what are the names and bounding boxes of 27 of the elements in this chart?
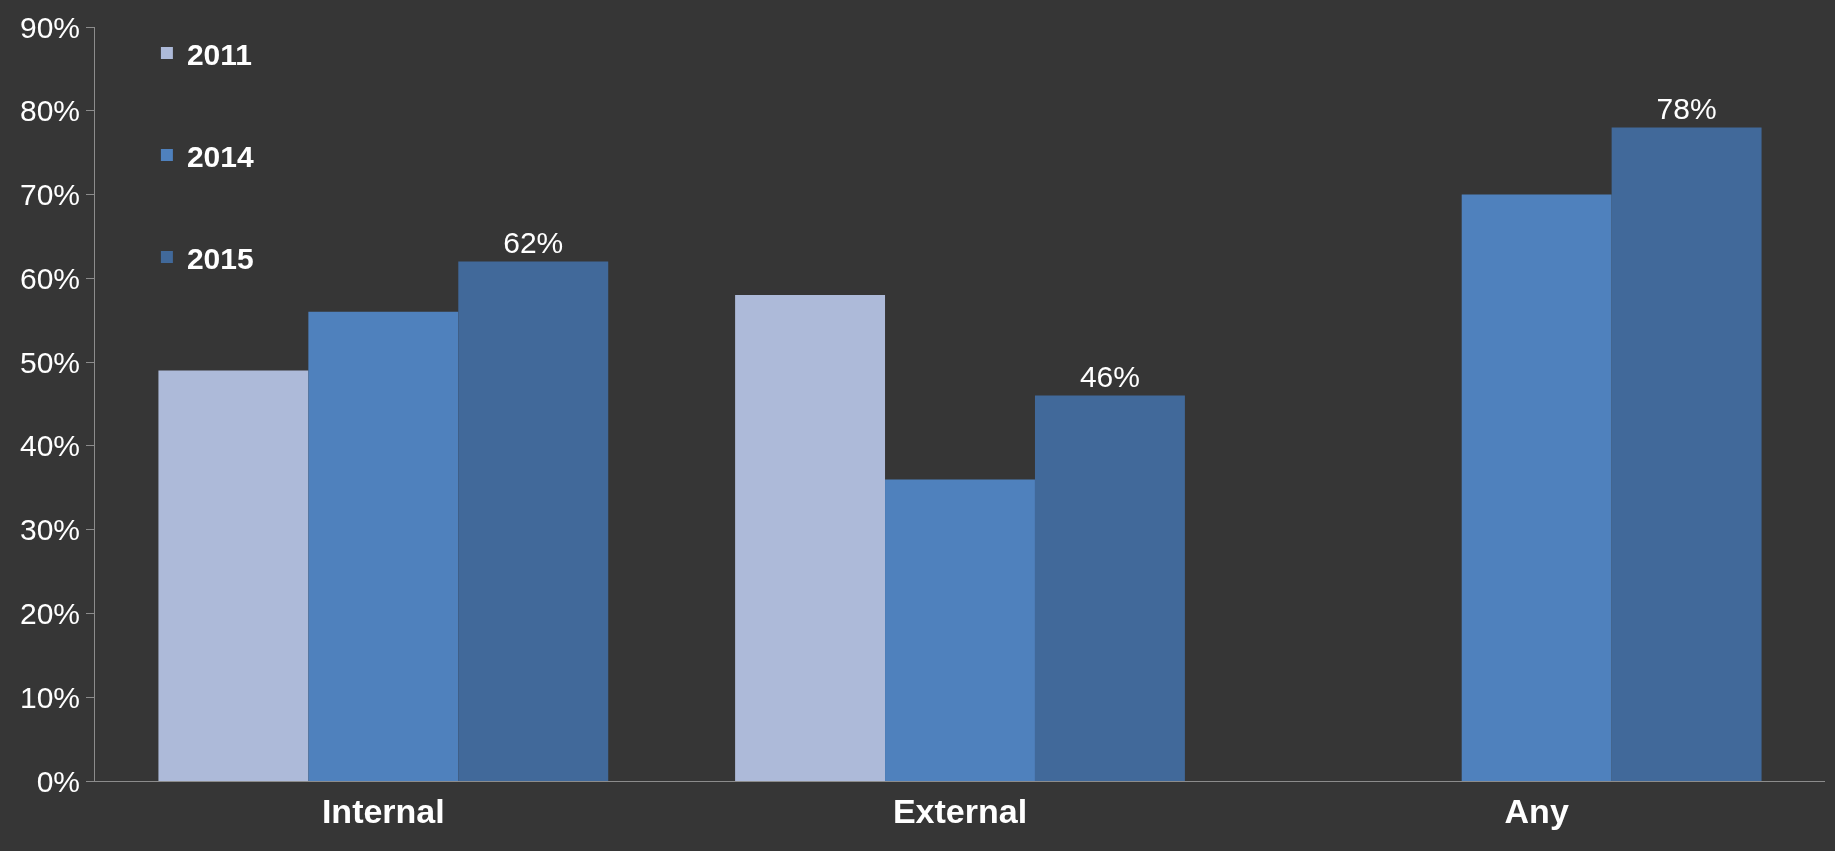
data-label: 78% [1656, 91, 1717, 125]
y-tick-label: 70% [19, 178, 80, 212]
y-tick-label: 0% [36, 764, 80, 798]
legend-label: 2015 [186, 241, 254, 275]
y-tick-label: 10% [19, 680, 80, 714]
bar [158, 370, 309, 781]
x-tick-label: External [892, 791, 1028, 830]
x-tick-label: Internal [321, 791, 445, 830]
y-tick-label: 50% [19, 345, 80, 379]
bar [1611, 127, 1762, 781]
x-tick-label: Any [1504, 791, 1569, 830]
bar [735, 295, 886, 781]
bar [885, 479, 1035, 781]
bar [1461, 194, 1612, 781]
y-tick-label: 40% [19, 429, 80, 463]
y-tick-label: 80% [19, 94, 80, 128]
legend-label: 2014 [186, 139, 254, 173]
data-label: 62% [503, 225, 564, 259]
y-tick-label: 60% [19, 261, 80, 295]
bar [1034, 395, 1185, 781]
y-tick-label: 20% [19, 596, 80, 630]
bar [458, 261, 609, 781]
y-tick-label: 90% [19, 10, 80, 44]
legend-label: 2011 [186, 37, 252, 71]
bar [308, 311, 459, 781]
y-tick-label: 30% [19, 513, 80, 547]
data-label: 46% [1079, 359, 1140, 393]
